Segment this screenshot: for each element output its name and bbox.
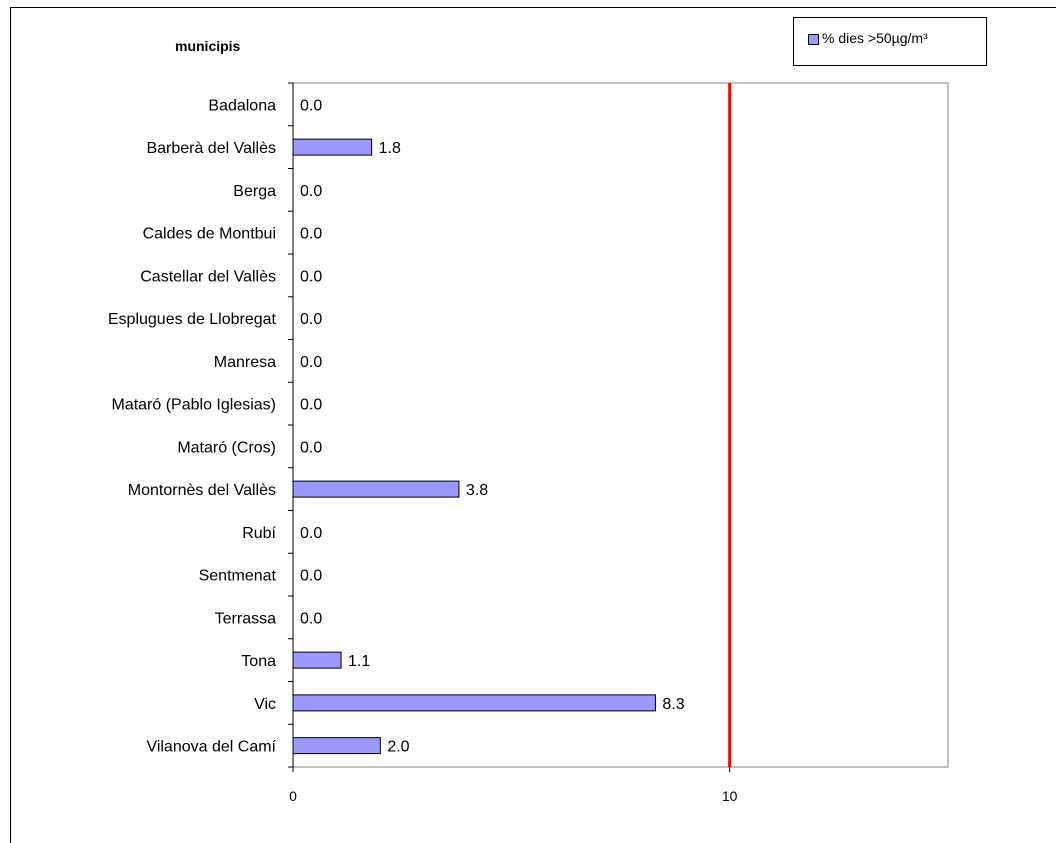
category-label: Castellar del Vallès [140,268,276,285]
category-label: Esplugues de Llobregat [108,311,277,328]
data-label: 0.0 [300,311,322,328]
chart-frame [10,7,1056,843]
category-label: Sentmenat [199,568,277,585]
legend-swatch [808,34,819,45]
legend-label: % dies >50µg/m³ [822,30,928,46]
data-label: 0.0 [300,610,322,627]
data-label: 2.0 [387,739,409,756]
bar [292,480,460,498]
data-label: 0.0 [300,439,322,456]
category-label: Caldes de Montbui [143,226,276,243]
bar [292,138,373,156]
category-label: Montornès del Vallès [128,482,276,499]
data-label: 0.0 [300,354,322,371]
data-label: 3.8 [466,482,488,499]
data-label: 0.0 [300,97,322,114]
category-label: Mataró (Cros) [177,439,276,456]
data-label: 0.0 [300,568,322,585]
category-label: Manresa [214,354,276,371]
bar [292,651,342,669]
data-label: 0.0 [300,226,322,243]
data-label: 0.0 [300,397,322,414]
category-label: Berga [233,183,276,200]
category-label: Badalona [208,97,276,114]
data-label: 0.0 [300,183,322,200]
legend: % dies >50µg/m³ [793,17,987,66]
data-label: 1.1 [348,653,370,670]
data-label: 0.0 [300,268,322,285]
category-label: Terrassa [215,610,276,627]
data-label: 1.8 [379,140,401,157]
data-label: 0.0 [300,525,322,542]
plot-border [292,82,949,768]
category-label: Rubí [242,525,276,542]
bar [292,694,656,712]
x-tick-label: 0 [289,788,297,804]
data-label: 8.3 [662,696,684,713]
chart-title: municipis [175,38,241,54]
category-label: Mataró (Pablo Iglesias) [111,397,276,414]
category-label: Vic [254,696,276,713]
category-label: Tona [241,653,276,670]
bar [292,737,381,755]
category-label: Barberà del Vallès [146,140,276,157]
x-tick-label: 10 [722,788,738,804]
category-label: Vilanova del Camí [146,739,276,756]
